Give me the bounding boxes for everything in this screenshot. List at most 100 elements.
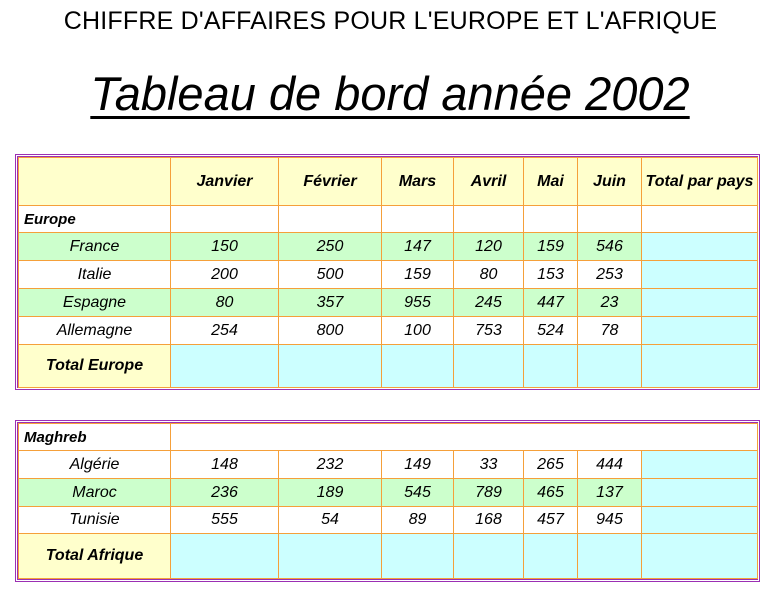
value-cell[interactable]: 232 — [278, 450, 382, 479]
value-cell[interactable]: 89 — [381, 506, 454, 534]
total-cell[interactable] — [640, 478, 759, 507]
country-cell[interactable]: Tunisie — [18, 506, 171, 534]
value-cell[interactable]: 200 — [170, 260, 279, 289]
country-cell[interactable]: Italie — [18, 260, 171, 289]
page-title: Tableau de bord année 2002 — [90, 67, 690, 120]
total-cell[interactable] — [640, 533, 759, 579]
value-cell[interactable]: 159 — [523, 232, 578, 261]
value-cell[interactable]: 120 — [453, 232, 524, 261]
value-cell[interactable]: 189 — [278, 478, 382, 507]
value-cell[interactable]: 78 — [577, 316, 642, 345]
table-row: Maroc 236 189 545 789 465 137 — [18, 478, 759, 507]
cell[interactable] — [170, 205, 279, 233]
value-cell[interactable]: 465 — [523, 478, 578, 507]
value-cell[interactable]: 357 — [278, 288, 382, 317]
total-cell[interactable] — [577, 533, 642, 579]
value-cell[interactable]: 444 — [577, 450, 642, 479]
value-cell[interactable]: 265 — [523, 450, 578, 479]
value-cell[interactable]: 250 — [278, 232, 382, 261]
total-cell[interactable] — [577, 344, 642, 388]
value-cell[interactable]: 147 — [381, 232, 454, 261]
month-header-avril[interactable]: Avril — [453, 157, 524, 206]
value-cell[interactable]: 159 — [381, 260, 454, 289]
total-cell[interactable] — [641, 232, 758, 261]
value-cell[interactable]: 153 — [523, 260, 578, 289]
total-europe-label[interactable]: Total Europe — [18, 344, 171, 388]
merged-cell[interactable] — [169, 423, 759, 451]
total-cell[interactable] — [641, 344, 758, 388]
value-cell[interactable]: 33 — [453, 450, 524, 479]
value-cell[interactable]: 955 — [381, 288, 454, 317]
total-cell[interactable] — [523, 344, 578, 388]
month-header-mai[interactable]: Mai — [523, 157, 578, 206]
total-cell[interactable] — [453, 344, 524, 388]
country-cell[interactable]: France — [18, 232, 171, 261]
country-cell[interactable]: Espagne — [18, 288, 171, 317]
value-cell[interactable]: 555 — [170, 506, 279, 534]
value-cell[interactable]: 100 — [381, 316, 454, 345]
value-cell[interactable]: 546 — [577, 232, 642, 261]
total-row-afrique: Total Afrique — [18, 533, 759, 579]
section-row-maghreb: Maghreb — [18, 423, 759, 451]
value-cell[interactable]: 753 — [453, 316, 524, 345]
value-cell[interactable]: 150 — [170, 232, 279, 261]
cell[interactable] — [577, 205, 642, 233]
section-row-europe: Europe — [18, 205, 758, 233]
total-afrique-label[interactable]: Total Afrique — [18, 533, 171, 579]
europe-table: Janvier Février Mars Avril Mai Juin Tota… — [15, 154, 760, 390]
value-cell[interactable]: 54 — [278, 506, 382, 534]
table-row: Italie 200 500 159 80 153 253 — [18, 260, 758, 289]
total-cell[interactable] — [170, 344, 279, 388]
cell[interactable] — [381, 205, 454, 233]
total-cell[interactable] — [278, 344, 382, 388]
total-cell[interactable] — [381, 344, 454, 388]
month-header-mars[interactable]: Mars — [381, 157, 454, 206]
cell[interactable] — [641, 205, 758, 233]
country-cell[interactable]: Algérie — [18, 450, 171, 479]
value-cell[interactable]: 789 — [453, 478, 524, 507]
total-cell[interactable] — [641, 316, 758, 345]
total-cell[interactable] — [641, 288, 758, 317]
value-cell[interactable]: 447 — [523, 288, 578, 317]
month-header-fevrier[interactable]: Février — [278, 157, 382, 206]
page-heading: CHIFFRE D'AFFAIRES POUR L'EUROPE ET L'AF… — [63, 7, 718, 35]
value-cell[interactable]: 457 — [523, 506, 578, 534]
total-cell[interactable] — [278, 533, 382, 579]
country-cell[interactable]: Maroc — [18, 478, 171, 507]
total-par-pays-header[interactable]: Total par pays — [641, 157, 758, 206]
cell[interactable] — [453, 205, 524, 233]
section-label-maghreb[interactable]: Maghreb — [18, 423, 171, 451]
total-cell[interactable] — [523, 533, 578, 579]
value-cell[interactable]: 253 — [577, 260, 642, 289]
cell[interactable] — [523, 205, 578, 233]
value-cell[interactable]: 800 — [278, 316, 382, 345]
corner-cell[interactable] — [18, 157, 171, 206]
value-cell[interactable]: 168 — [453, 506, 524, 534]
value-cell[interactable]: 137 — [577, 478, 642, 507]
value-cell[interactable]: 80 — [453, 260, 524, 289]
month-header-juin[interactable]: Juin — [577, 157, 642, 206]
value-cell[interactable]: 80 — [170, 288, 279, 317]
total-cell[interactable] — [453, 533, 524, 579]
table-row: Tunisie 555 54 89 168 457 945 — [18, 506, 759, 534]
country-cell[interactable]: Allemagne — [18, 316, 171, 345]
total-cell[interactable] — [641, 260, 758, 289]
total-cell[interactable] — [640, 506, 759, 534]
value-cell[interactable]: 148 — [170, 450, 279, 479]
value-cell[interactable]: 545 — [381, 478, 454, 507]
total-cell[interactable] — [640, 450, 759, 479]
cell[interactable] — [278, 205, 382, 233]
value-cell[interactable]: 945 — [577, 506, 642, 534]
value-cell[interactable]: 245 — [453, 288, 524, 317]
value-cell[interactable]: 236 — [170, 478, 279, 507]
section-label-europe[interactable]: Europe — [18, 205, 171, 233]
value-cell[interactable]: 149 — [381, 450, 454, 479]
total-cell[interactable] — [170, 533, 279, 579]
month-header-janvier[interactable]: Janvier — [170, 157, 279, 206]
value-cell[interactable]: 524 — [523, 316, 578, 345]
value-cell[interactable]: 500 — [278, 260, 382, 289]
value-cell[interactable]: 23 — [577, 288, 642, 317]
total-cell[interactable] — [381, 533, 454, 579]
value-cell[interactable]: 254 — [170, 316, 279, 345]
header-row: Janvier Février Mars Avril Mai Juin Tota… — [18, 157, 758, 206]
